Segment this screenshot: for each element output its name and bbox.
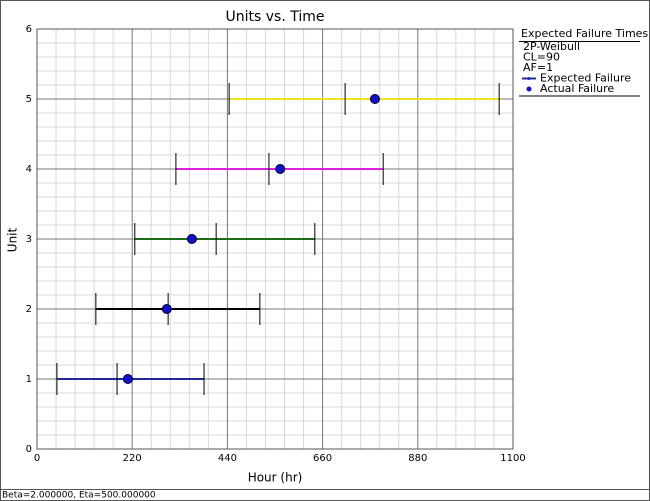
actual-failure [186, 234, 197, 244]
x-axis-label: Hour (hr) [248, 471, 303, 485]
footer: Beta=2.000000, Eta=500.000000 [2, 491, 156, 501]
legend-title: Expected Failure Times [521, 27, 648, 40]
y-tick-label: 3 [26, 234, 32, 245]
legend-symbol [526, 86, 532, 92]
actual-failure [161, 304, 172, 314]
legend-label: Expected Failure [540, 72, 631, 85]
y-axis-label: Unit [6, 227, 20, 252]
chart-title: Units vs. Time [226, 9, 325, 25]
actual-failure [275, 164, 286, 174]
x-tick-label: 880 [408, 453, 427, 464]
y-tick-label: 1 [26, 374, 32, 385]
legend-symbol [527, 77, 531, 80]
plot-border [36, 28, 514, 450]
x-tick-label: 0 [34, 453, 40, 464]
legend-label: Actual Failure [540, 82, 614, 95]
y-tick-label: 2 [26, 304, 32, 315]
y-tick-label: 6 [26, 24, 32, 35]
x-tick-label: 660 [313, 453, 332, 464]
legend-note: AF=1 [523, 61, 553, 74]
x-tick-label: 220 [123, 453, 142, 464]
x-tick-label: 1100 [500, 453, 525, 464]
x-tick-label: 440 [218, 453, 237, 464]
legend-note: CL=90 [523, 51, 560, 64]
y-tick-label: 5 [26, 94, 32, 105]
y-tick-label: 0 [26, 444, 32, 455]
actual-failure [122, 374, 133, 384]
actual-failure [369, 94, 380, 104]
y-tick-label: 4 [26, 164, 32, 175]
legend-note: 2P-Weibull [523, 40, 580, 53]
